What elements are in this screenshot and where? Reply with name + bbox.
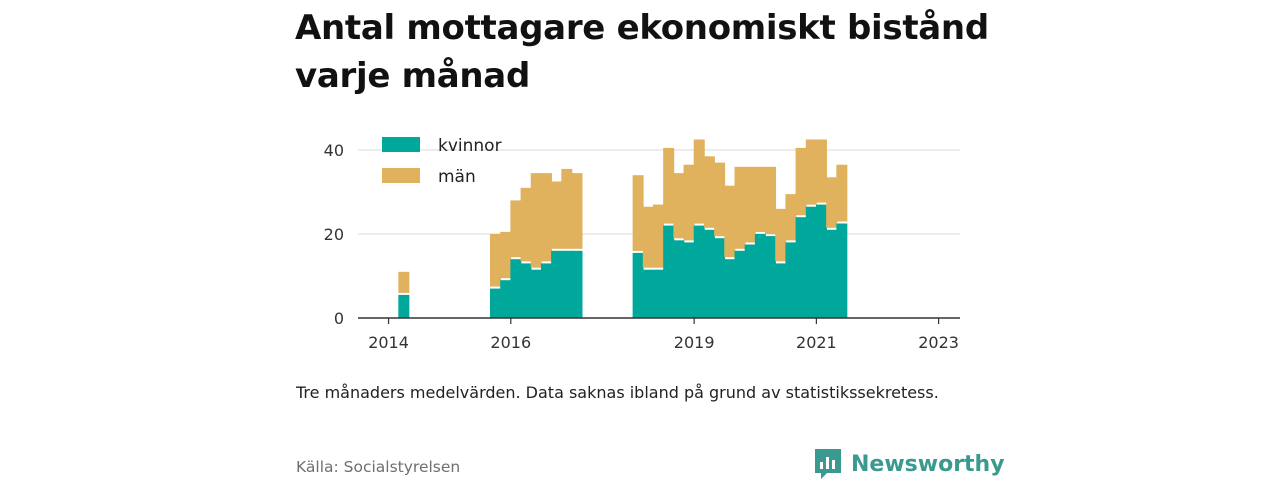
legend-swatch-man xyxy=(382,168,420,183)
bar-kvinnor xyxy=(673,240,685,318)
bar-kvinnor xyxy=(663,225,675,318)
bar-man xyxy=(714,162,726,237)
bar-man xyxy=(754,166,766,232)
bar-man xyxy=(815,139,827,203)
chart-note: Tre månaders medelvärden. Data saknas ib… xyxy=(296,383,939,402)
bar-man xyxy=(490,234,502,287)
bar-kvinnor xyxy=(510,259,522,318)
x-tick-label: 2016 xyxy=(490,333,531,352)
bar-man xyxy=(500,231,512,279)
x-tick-label: 2019 xyxy=(674,333,715,352)
bar-man xyxy=(744,166,756,243)
bar-kvinnor xyxy=(815,204,827,318)
bar-kvinnor xyxy=(632,252,644,318)
bar-kvinnor xyxy=(693,225,705,318)
bar-kvinnor xyxy=(836,223,848,318)
bar-man xyxy=(765,166,777,235)
bar-kvinnor xyxy=(754,234,766,318)
bar-kvinnor xyxy=(714,238,726,318)
chart-title: Antal mottagare ekonomiskt bistånd varje… xyxy=(295,8,989,96)
bar-man xyxy=(520,187,532,262)
bar-kvinnor xyxy=(500,280,512,318)
bar-kvinnor xyxy=(551,250,563,318)
bar-kvinnor xyxy=(683,242,695,318)
bar-kvinnor xyxy=(826,229,838,318)
bar-man xyxy=(530,173,542,268)
bar-kvinnor xyxy=(571,250,583,318)
bar-kvinnor xyxy=(703,229,715,318)
bar-kvinnor xyxy=(775,263,787,318)
bar-kvinnor xyxy=(398,294,410,318)
bar-man xyxy=(805,139,817,205)
bar-man xyxy=(795,147,807,216)
source-label: Källa: Socialstyrelsen xyxy=(296,458,461,476)
bar-kvinnor xyxy=(642,269,654,318)
bar-man xyxy=(693,139,705,224)
bars xyxy=(398,139,848,318)
brand-name: Newsworthy xyxy=(851,451,1005,477)
bar-man xyxy=(571,173,583,249)
y-tick-label: 20 xyxy=(324,225,344,244)
bar-kvinnor xyxy=(744,244,756,318)
legend-label-kvinnor: kvinnor xyxy=(438,136,502,156)
bar-man xyxy=(724,185,736,258)
bar-man xyxy=(836,164,848,222)
bar-kvinnor xyxy=(520,263,532,318)
bar-kvinnor xyxy=(530,269,542,318)
y-tick-label: 0 xyxy=(334,309,344,328)
y-tick-label: 40 xyxy=(324,141,344,160)
legend-swatch-kvinnor xyxy=(382,137,420,152)
brand-logo: Newsworthy xyxy=(813,447,1005,481)
bar-man xyxy=(540,173,552,262)
bar-man xyxy=(826,177,838,228)
bar-kvinnor xyxy=(795,217,807,318)
x-tick-label: 2014 xyxy=(368,333,409,352)
bar-man xyxy=(663,147,675,224)
bar-kvinnor xyxy=(561,250,573,318)
bar-kvinnor xyxy=(652,269,664,318)
bar-man xyxy=(683,164,695,241)
bar-kvinnor xyxy=(785,242,797,318)
bar-kvinnor xyxy=(540,263,552,318)
bar-man xyxy=(673,173,685,239)
bar-man xyxy=(785,194,797,241)
bar-man xyxy=(734,166,746,249)
bar-man xyxy=(652,204,664,268)
bar-man xyxy=(398,271,410,293)
stacked-bar-chart: 0 20 40 2014 2016 2019 2021 2023 kvinnor män xyxy=(324,136,960,352)
bar-kvinnor xyxy=(805,206,817,318)
bar-man xyxy=(703,156,715,228)
x-tick-label: 2021 xyxy=(796,333,837,352)
bar-kvinnor xyxy=(724,259,736,318)
x-axis-ticks: 2014 2016 2019 2021 2023 xyxy=(368,318,959,352)
legend-label-man: män xyxy=(438,167,476,187)
legend: kvinnor män xyxy=(382,136,502,187)
bar-kvinnor xyxy=(734,250,746,318)
x-tick-label: 2023 xyxy=(918,333,959,352)
bar-man xyxy=(642,206,654,268)
bar-man xyxy=(775,208,787,262)
bar-man xyxy=(551,181,563,249)
bar-man xyxy=(561,168,573,249)
bar-kvinnor xyxy=(490,288,502,318)
newsworthy-logo-icon xyxy=(815,449,841,479)
bar-man xyxy=(510,200,522,258)
bar-kvinnor xyxy=(765,236,777,318)
bar-man xyxy=(632,175,644,251)
y-axis-ticks: 0 20 40 xyxy=(324,141,344,328)
